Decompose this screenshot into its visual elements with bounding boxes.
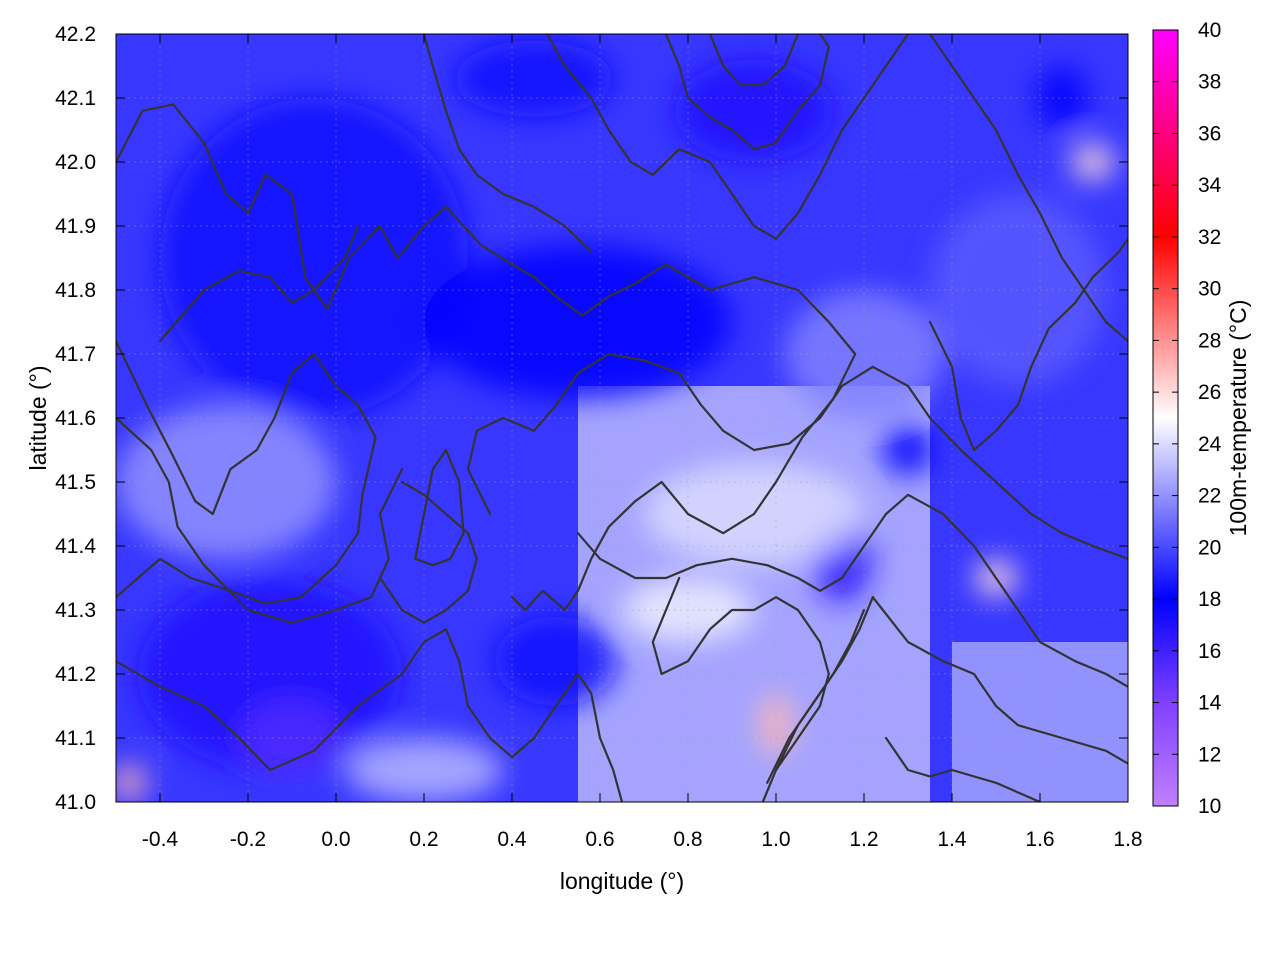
field-patch (494, 616, 618, 706)
contour-line (378, 480, 478, 624)
x-tick-label: 1.4 (937, 828, 967, 851)
y-tick-label: 41.7 (55, 343, 96, 366)
x-tick-label: -0.4 (142, 828, 179, 851)
colorbar-tick-label: 24 (1198, 433, 1222, 456)
colorbar-tick-label: 36 (1198, 122, 1221, 145)
field-region (952, 642, 1128, 802)
colorbar-tick-label: 28 (1198, 329, 1221, 352)
contour-line (422, 34, 593, 253)
x-tick-label: -0.2 (230, 828, 266, 851)
contour-line (928, 34, 1128, 343)
y-tick-label: 42.0 (55, 151, 96, 174)
x-axis-label: longitude (°) (560, 868, 684, 894)
y-tick-label: 41.2 (55, 663, 96, 686)
colorbar-tick-label: 26 (1198, 381, 1221, 404)
contour-line (884, 736, 1042, 802)
contour-line (928, 237, 1128, 452)
contour-line (116, 628, 624, 802)
y-tick-label: 41.0 (55, 791, 96, 814)
y-tick-label: 41.1 (55, 727, 96, 750)
contour-line (466, 352, 1128, 560)
y-tick-label: 41.8 (55, 279, 96, 302)
colorbar-ticks: 10 12 14 16 18 20 22 24 26 28 30 32 34 36 38 40 (1153, 19, 1222, 818)
colorbar-tick-label: 20 (1198, 536, 1221, 559)
contour-line (871, 596, 1128, 765)
x-tick-label: 0.0 (321, 828, 350, 851)
colorbar-tick-label: 40 (1198, 19, 1221, 42)
colorbar-tick-label: 34 (1198, 174, 1222, 197)
colorbar-tick-label: 38 (1198, 71, 1221, 94)
colorbar (1152, 29, 1179, 807)
plot-area (116, 34, 1128, 802)
y-tick-label: 42.2 (55, 23, 96, 46)
contour-line (664, 34, 830, 151)
y-axis-label: latitude (°) (25, 365, 51, 470)
contour-line (708, 34, 800, 87)
grid-lines (116, 34, 1128, 802)
colorbar-tick-label: 30 (1198, 278, 1221, 301)
x-tick-label: 0.4 (497, 828, 527, 851)
field-patch (674, 59, 834, 162)
colorbar-tick-label: 32 (1198, 226, 1221, 249)
y-tick-label: 41.4 (55, 535, 96, 558)
y-tick-label: 41.3 (55, 599, 96, 622)
colorbar-tick-label: 18 (1198, 588, 1221, 611)
contour-line (116, 340, 377, 605)
contour-line (414, 448, 465, 567)
y-tick-label: 41.6 (55, 407, 96, 430)
field-patch (344, 738, 504, 802)
field-patch (1035, 66, 1089, 130)
field-patch (116, 763, 147, 802)
x-tick-label: 0.6 (585, 828, 614, 851)
contour-line (116, 103, 857, 612)
x-tick-label: 1.8 (1113, 828, 1142, 851)
field-region (578, 386, 930, 802)
y-tick-label: 42.1 (55, 87, 96, 110)
colorbar-tick-label: 14 (1198, 692, 1222, 715)
field-patch (881, 424, 935, 476)
field-patch (160, 98, 468, 418)
contour-line (651, 576, 830, 802)
contour-line (158, 224, 360, 343)
field-patch (424, 245, 732, 399)
contour-line (546, 34, 910, 240)
y-axis-ticks: 41.0 41.1 41.2 41.3 41.4 41.5 41.6 41.7 41.8 41.9… (55, 23, 1128, 814)
x-tick-label: 1.2 (849, 828, 878, 851)
x-tick-label: 0.8 (673, 828, 702, 851)
x-tick-label: 1.0 (761, 828, 790, 851)
y-tick-label: 41.9 (55, 215, 96, 238)
colorbar-tick-label: 12 (1198, 743, 1221, 766)
x-tick-label: 0.2 (409, 828, 438, 851)
y-tick-label: 41.5 (55, 471, 96, 494)
contour-lines (116, 34, 1128, 802)
contour-line (576, 493, 1128, 688)
field-patch (454, 40, 614, 118)
colorbar-tick-label: 16 (1198, 640, 1221, 663)
contour-line (116, 416, 404, 624)
contour-line (774, 596, 874, 772)
field-patch (1070, 142, 1115, 182)
colorbar-tick-label: 22 (1198, 485, 1221, 508)
colorbar-tick-label: 10 (1198, 795, 1221, 818)
x-axis-ticks: -0.4 -0.2 0.0 0.2 0.4 0.6 0.8 1.0 1.2 1.4 1.6 1.8 (142, 34, 1143, 851)
colorbar-label: 100m-temperature (°C) (1225, 300, 1251, 537)
x-tick-label: 1.6 (1025, 828, 1054, 851)
